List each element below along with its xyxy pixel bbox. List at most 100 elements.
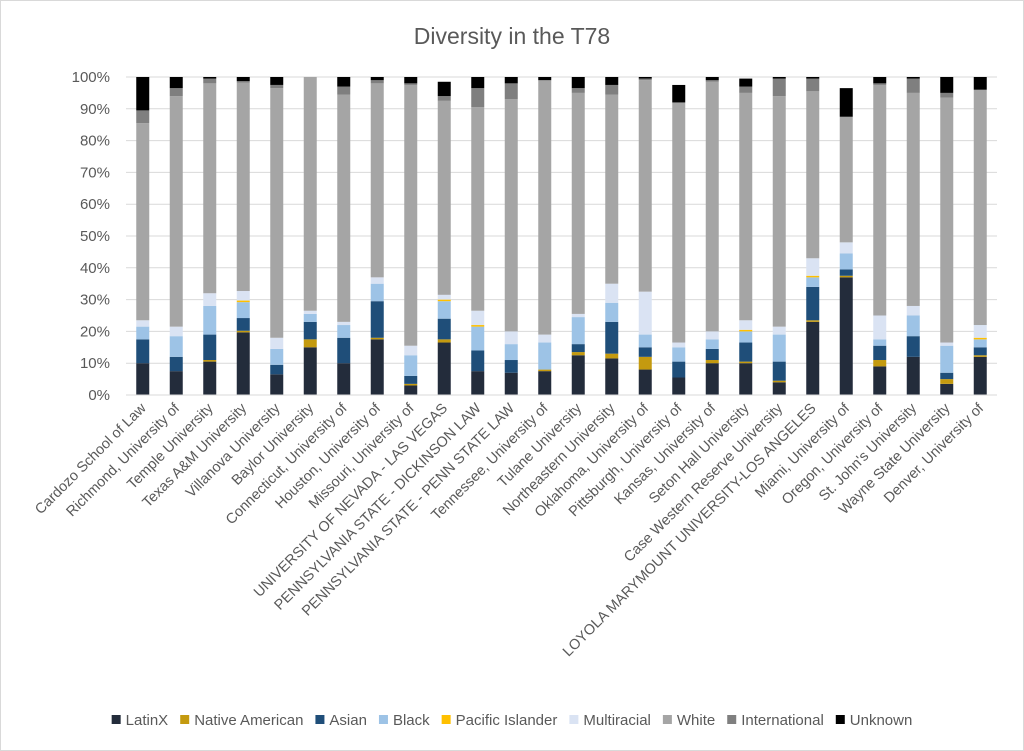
- bar-segment: [772, 334, 786, 362]
- bar-segment: [873, 339, 887, 346]
- bar-segment: [772, 326, 786, 335]
- bar-segment: [638, 347, 652, 357]
- bar-segment: [772, 382, 786, 395]
- bar-segment: [404, 385, 418, 395]
- bar-stack: [370, 77, 384, 395]
- bar-segment: [236, 291, 250, 301]
- bar-segment: [940, 372, 954, 380]
- bar-segment: [638, 78, 652, 81]
- legend-swatch: [315, 715, 325, 724]
- bar-segment: [471, 310, 485, 326]
- bar-segment: [370, 83, 384, 278]
- legend-label: Black: [393, 712, 430, 729]
- bar-segment: [370, 77, 384, 81]
- bar-segment: [370, 339, 384, 395]
- bar-segment: [538, 334, 552, 343]
- bar-segment: [772, 78, 786, 97]
- bar-stack: [672, 84, 686, 395]
- bar-segment: [873, 83, 887, 85]
- bar-segment: [940, 379, 954, 384]
- bar-segment: [337, 321, 351, 326]
- bar-stack: [404, 77, 418, 395]
- bar-segment: [437, 294, 451, 300]
- bar-segment: [504, 83, 518, 100]
- bar-segment: [136, 77, 150, 111]
- bar-segment: [136, 339, 150, 364]
- bar-segment: [705, 360, 719, 364]
- legend: LatinX Native American Asian Black Pacific I…: [111, 712, 912, 729]
- legend-item: Native American: [180, 712, 303, 729]
- bar-segment: [873, 345, 887, 361]
- legend-item: White: [662, 712, 715, 729]
- y-tick-label: 20%: [80, 323, 110, 340]
- bar-segment: [303, 339, 317, 348]
- bar-segment: [236, 330, 250, 333]
- bar-stack: [873, 77, 887, 395]
- bar-segment: [839, 269, 853, 276]
- bar-segment: [303, 321, 317, 340]
- bar-segment: [605, 94, 619, 284]
- bar-segment: [638, 291, 652, 335]
- bar-segment: [538, 77, 552, 81]
- bar-segment: [806, 321, 820, 395]
- bar-segment: [337, 363, 351, 395]
- bar-segment: [404, 355, 418, 376]
- bar-segment: [538, 80, 552, 335]
- bar-segment: [973, 77, 987, 90]
- y-tick-label: 10%: [80, 355, 110, 372]
- bar-segment: [705, 363, 719, 395]
- bar-segment: [404, 77, 418, 84]
- bar-segment: [303, 313, 317, 322]
- bar-segment: [806, 277, 820, 287]
- bar-segment: [705, 331, 719, 340]
- bar-segment: [236, 77, 250, 82]
- bar-segment: [772, 380, 786, 383]
- bar-segment: [973, 356, 987, 395]
- bar-segment: [973, 337, 987, 340]
- y-tick-label: 30%: [80, 292, 110, 309]
- bar-segment: [605, 77, 619, 85]
- y-tick-label: 40%: [80, 260, 110, 277]
- bar-segment: [370, 301, 384, 338]
- bar-segment: [739, 78, 753, 87]
- bar-segment: [638, 334, 652, 348]
- bar-segment: [772, 96, 786, 327]
- bar-segment: [705, 77, 719, 81]
- bar-stack: [538, 77, 552, 395]
- legend-label: White: [677, 712, 715, 729]
- bar-segment: [672, 361, 686, 378]
- bar-segment: [672, 377, 686, 395]
- bar-segment: [270, 374, 284, 395]
- legend-swatch: [662, 715, 672, 724]
- bar-segment: [337, 94, 351, 322]
- bar-segment: [973, 89, 987, 326]
- bar-segment: [940, 383, 954, 395]
- bar-segment: [471, 371, 485, 395]
- bar-stack: [638, 77, 652, 395]
- bar-segment: [404, 83, 418, 85]
- bar-stack: [270, 77, 284, 395]
- bar-segment: [203, 305, 217, 335]
- bar-segment: [337, 337, 351, 364]
- bar-segment: [705, 348, 719, 361]
- bar-segment: [839, 116, 853, 243]
- bar-segment: [906, 78, 920, 93]
- y-tick-label: 80%: [80, 133, 110, 150]
- bar-segment: [739, 320, 753, 330]
- bar-segment: [437, 342, 451, 395]
- bar-segment: [471, 107, 485, 311]
- bar-segment: [940, 342, 954, 346]
- bar-segment: [873, 84, 887, 316]
- bar-segment: [806, 320, 820, 322]
- bar-segment: [571, 313, 585, 318]
- legend-label: Multiracial: [583, 712, 651, 729]
- bar-segment: [437, 318, 451, 340]
- bar-segment: [136, 326, 150, 340]
- bar-segment: [839, 242, 853, 254]
- legend-label: Asian: [329, 712, 367, 729]
- bar-segment: [873, 315, 887, 340]
- bar-segment: [906, 315, 920, 337]
- bar-stack: [605, 77, 619, 395]
- y-tick-label: 70%: [80, 164, 110, 181]
- bar-segment: [839, 253, 853, 270]
